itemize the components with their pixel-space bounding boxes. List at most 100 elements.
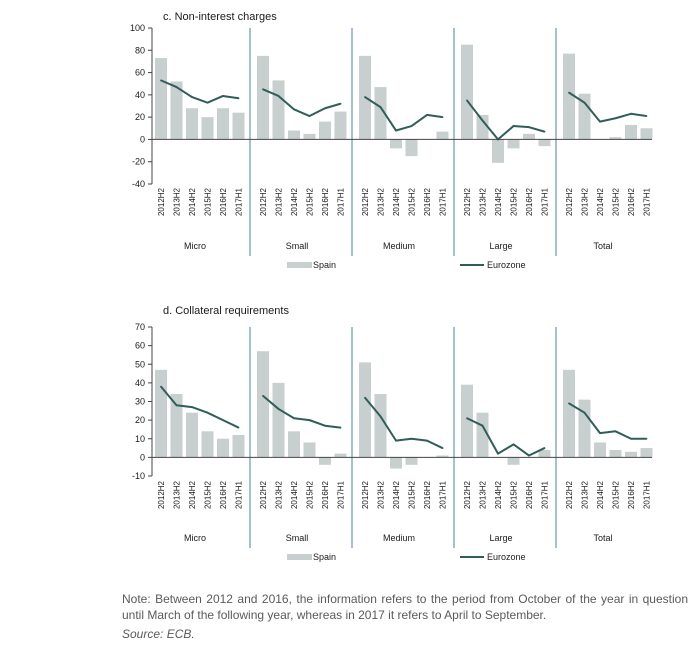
y-tick-label: -10	[132, 471, 145, 481]
point-eurozone	[543, 130, 546, 133]
x-tick-label: 2012H2	[157, 187, 166, 216]
bar-spain	[303, 442, 316, 458]
x-tick-label: 2012H2	[259, 187, 268, 216]
point-eurozone	[308, 419, 311, 422]
x-tick-label: 2016H2	[219, 187, 228, 216]
point-eurozone	[410, 125, 413, 127]
x-tick-label: 2013H2	[581, 187, 590, 216]
group-label: Total	[593, 533, 612, 543]
bar-spain	[609, 137, 622, 140]
point-eurozone	[222, 419, 224, 422]
x-tick-label: 2017H1	[439, 480, 448, 509]
panel-medium: 2012H2 2013H2 2014H2 2015H2 2016H2 2017H1 Medi…	[359, 362, 449, 543]
legend-label-eurozone: Eurozone	[487, 260, 526, 270]
point-eurozone	[426, 439, 428, 442]
point-eurozone	[497, 452, 499, 455]
x-tick-label: 2015H2	[408, 187, 417, 216]
point-eurozone	[237, 426, 240, 429]
x-tick-label: 2013H2	[275, 187, 284, 216]
x-tick-label: 2016H2	[321, 187, 330, 216]
bar-spain	[155, 58, 167, 140]
point-eurozone	[630, 112, 632, 115]
bar-spain	[257, 351, 269, 458]
point-eurozone	[160, 385, 162, 388]
panel-small: 2012H2 2013H2 2014H2 2015H2 2016H2 2017H1 Smal…	[257, 351, 347, 543]
bar-spain	[374, 87, 387, 140]
point-eurozone	[441, 447, 444, 449]
chart-title: c. Non-interest charges	[163, 11, 277, 23]
chart-note: Note: Between 2012 and 2016, the informa…	[122, 592, 688, 622]
x-tick-label: 2013H2	[479, 187, 488, 216]
chart-title: d. Collateral requirements	[163, 305, 289, 317]
line-eurozone	[364, 96, 443, 132]
line-eurozone	[466, 417, 545, 457]
x-tick-label: 2015H2	[306, 187, 315, 216]
point-eurozone	[277, 408, 280, 410]
x-tick-label: 2016H2	[627, 187, 636, 216]
bar-spain	[334, 453, 347, 458]
bar-spain	[170, 81, 183, 140]
point-eurozone	[293, 417, 295, 420]
x-tick-label: 2015H2	[612, 187, 621, 216]
x-tick-label: 2017H1	[439, 187, 448, 216]
point-eurozone	[364, 396, 366, 399]
legend-swatch-spain	[287, 262, 312, 268]
group-label: Large	[489, 533, 512, 543]
point-eurozone	[175, 404, 178, 407]
x-tick-label: 2017H1	[235, 187, 244, 216]
point-eurozone	[645, 437, 648, 440]
point-eurozone	[395, 439, 397, 442]
bar-spain	[492, 139, 504, 163]
bar-spain	[405, 457, 418, 465]
y-tick-label: 70	[135, 322, 145, 332]
x-tick-label: 2016H2	[321, 480, 330, 509]
point-eurozone	[528, 454, 530, 457]
point-eurozone	[324, 107, 326, 110]
point-eurozone	[206, 411, 209, 414]
bar-spain	[563, 369, 575, 458]
panel-total: 2012H2 2013H2 2014H2 2015H2 2016H2 2017H1 Tota…	[563, 369, 653, 543]
x-tick-label: 2012H2	[463, 480, 472, 509]
line-eurozone	[262, 395, 341, 429]
line-eurozone	[568, 402, 647, 440]
bar-spain	[217, 108, 229, 140]
point-eurozone	[160, 79, 162, 82]
y-tick-label: 80	[135, 45, 145, 55]
point-eurozone	[364, 96, 366, 98]
y-tick-label: 100	[130, 23, 145, 33]
bar-spain	[436, 131, 449, 140]
chart-non-interest-charges: c. Non-interest charges -40 -20 0 20 40 60 80 10…	[130, 11, 653, 270]
x-tick-label: 2012H2	[565, 480, 574, 509]
panel-micro: 2012H2 2013H2 2014H2 2015H2 2016H2 2017H1 Micr…	[155, 58, 245, 251]
group-label: Large	[489, 241, 512, 251]
legend-label-eurozone: Eurozone	[487, 552, 526, 562]
bar-spain	[186, 108, 198, 140]
point-eurozone	[191, 96, 193, 98]
x-tick-label: 2014H2	[392, 480, 401, 509]
panel-micro: 2012H2 2013H2 2014H2 2015H2 2016H2 2017H1 Micr…	[155, 369, 245, 543]
bar-spain	[436, 455, 449, 458]
point-eurozone	[262, 395, 264, 397]
y-tick-label: 40	[135, 90, 145, 100]
x-tick-label: 2015H2	[306, 480, 315, 509]
point-eurozone	[599, 432, 601, 435]
x-tick-label: 2016H2	[423, 480, 432, 509]
bar-spain	[232, 435, 245, 458]
x-tick-label: 2013H2	[173, 480, 182, 509]
x-tick-label: 2013H2	[275, 480, 284, 509]
legend-swatch-spain	[287, 554, 312, 560]
x-tick-label: 2014H2	[188, 187, 197, 216]
x-tick-label: 2014H2	[290, 187, 299, 216]
point-eurozone	[191, 406, 193, 408]
bar-spain	[538, 449, 551, 458]
point-eurozone	[308, 115, 311, 117]
point-eurozone	[441, 116, 444, 119]
point-eurozone	[277, 95, 280, 97]
x-tick-label: 2012H2	[361, 480, 370, 509]
bar-spain	[640, 128, 653, 140]
point-eurozone	[630, 437, 632, 440]
x-tick-label: 2017H1	[235, 480, 244, 509]
point-eurozone	[426, 114, 428, 116]
bar-spain	[625, 124, 637, 140]
